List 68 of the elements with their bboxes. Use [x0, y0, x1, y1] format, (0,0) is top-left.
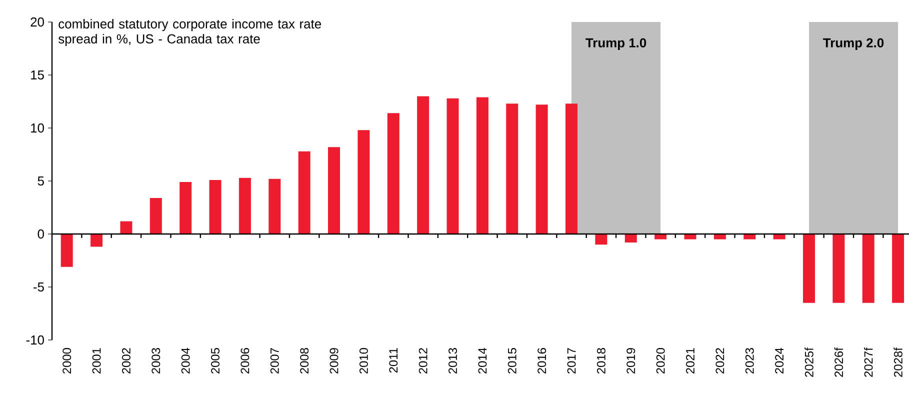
x-tick-label: 2006 — [240, 348, 250, 374]
bar — [506, 104, 518, 234]
band-label: Trump 1.0 — [586, 38, 646, 50]
x-tick-label: 2005 — [211, 348, 220, 374]
x-tick-label: 2017 — [567, 348, 576, 374]
bar — [417, 96, 430, 234]
x-tick-label: 2025f — [804, 348, 814, 377]
bar — [802, 234, 815, 303]
x-tick-label: 2001 — [92, 348, 101, 374]
y-tick-label: -5 — [34, 282, 44, 292]
chart-title: combined statutory corporate income tax rate spread in %, US - Canada tax rate — [58, 19, 321, 46]
bar — [714, 234, 726, 240]
bar — [624, 234, 637, 242]
bar — [744, 234, 756, 240]
y-tick-label: 20 — [30, 17, 44, 27]
x-tick-label: 2003 — [152, 348, 160, 374]
y-tick-label: -10 — [26, 335, 44, 345]
bar — [238, 178, 251, 234]
bar — [684, 234, 696, 240]
x-tick-label: 2013 — [448, 348, 457, 374]
bar — [268, 178, 281, 234]
bar — [654, 234, 667, 240]
bar — [60, 234, 73, 267]
x-tick-label: 2011 — [389, 348, 398, 373]
x-tick-label: 2022 — [716, 348, 724, 374]
bar — [120, 221, 132, 234]
bar — [595, 234, 608, 245]
x-tick-label: 2009 — [330, 348, 338, 374]
x-tick-label: 2016 — [538, 348, 546, 374]
bar — [180, 182, 192, 234]
bar — [150, 198, 162, 234]
bar — [773, 234, 786, 240]
x-tick-label: 2015 — [508, 348, 516, 374]
bar — [358, 130, 370, 234]
x-tick-label: 2027f — [864, 348, 873, 377]
x-tick-label: 2020 — [656, 348, 665, 374]
x-tick-label: 2002 — [122, 348, 130, 374]
x-tick-label: 2023 — [745, 348, 754, 374]
x-tick-label: 2007 — [270, 348, 279, 374]
x-tick-label: 2024 — [775, 348, 784, 374]
bar — [298, 151, 310, 234]
bar — [90, 234, 103, 247]
bar — [387, 113, 400, 234]
x-tick-label: 2012 — [418, 348, 428, 374]
x-tick-label: 2026f — [834, 348, 844, 377]
x-tick-label: 2021 — [686, 348, 694, 374]
y-tick-label: 0 — [38, 229, 44, 239]
x-tick-label: 2014 — [478, 348, 487, 374]
bar — [832, 234, 845, 303]
band-label: Trump 2.0 — [823, 38, 884, 50]
bar — [446, 98, 459, 234]
bar — [892, 234, 904, 303]
x-tick-label: 2004 — [181, 348, 190, 374]
x-tick-label: 2028f — [894, 348, 902, 377]
x-tick-label: 2019 — [626, 348, 636, 374]
x-tick-label: 2008 — [300, 348, 309, 374]
bar — [209, 180, 222, 234]
bar — [328, 147, 340, 234]
bar — [476, 97, 488, 234]
y-tick-label: 5 — [38, 176, 44, 186]
x-tick-label: 2000 — [62, 348, 72, 374]
y-tick-label: 15 — [31, 70, 44, 80]
x-tick-label: 2018 — [596, 348, 606, 374]
bar — [862, 234, 874, 303]
bar — [565, 104, 578, 234]
y-tick-label: 10 — [31, 123, 44, 133]
bar — [536, 104, 548, 234]
x-tick-label: 2010 — [359, 348, 368, 374]
